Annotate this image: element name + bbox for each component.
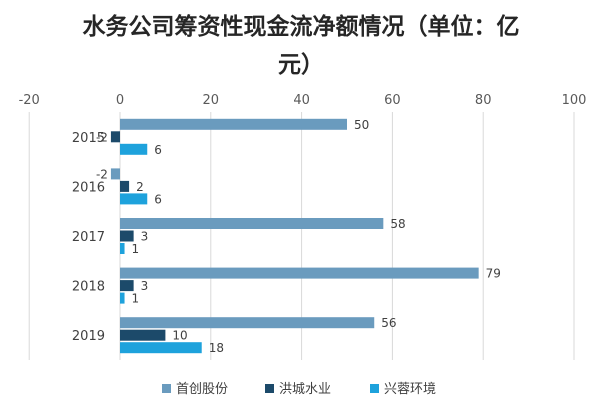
data-label: 1 <box>132 242 140 256</box>
chart-title: 水务公司筹资性现金流净额情况（单位：亿 元） <box>0 8 602 84</box>
y-axis-category-labels: 2015 2016 2017 2018 2019 <box>72 131 105 344</box>
legend: 首创股份 洪城水业 兴蓉环境 <box>162 382 436 397</box>
data-label: 6 <box>154 192 162 206</box>
bar <box>120 342 202 354</box>
legend-label: 首创股份 <box>176 382 228 397</box>
bar <box>120 317 375 329</box>
category-label: 2016 <box>72 180 105 195</box>
bar <box>120 218 384 229</box>
bar <box>120 267 479 279</box>
x-tick-label: 0 <box>116 93 124 108</box>
x-tick-label: 40 <box>293 93 310 108</box>
chart-title-line-1: 水务公司筹资性现金流净额情况（单位：亿 <box>82 14 520 40</box>
data-label: 3 <box>141 279 149 293</box>
category-label: 2015 <box>72 131 105 146</box>
bar <box>120 280 134 292</box>
bar <box>110 168 120 180</box>
legend-label: 兴蓉环境 <box>384 382 436 397</box>
bar <box>110 131 120 143</box>
data-label: 18 <box>209 341 224 355</box>
bar <box>120 292 125 304</box>
x-tick-label: 60 <box>384 93 401 108</box>
category-label: 2019 <box>72 329 105 344</box>
data-label: 3 <box>141 230 149 244</box>
bar <box>120 143 148 155</box>
bar <box>120 180 130 192</box>
data-label: 1 <box>132 292 140 306</box>
category-label: 2018 <box>72 280 105 295</box>
data-label: -2 <box>96 167 108 181</box>
chart-title-line-2: 元） <box>278 52 324 78</box>
category-label: 2017 <box>72 230 105 245</box>
bar <box>120 329 166 341</box>
data-label: 58 <box>390 217 405 231</box>
x-tick-label: 80 <box>475 93 492 108</box>
bar <box>120 193 148 205</box>
bar <box>120 118 347 130</box>
legend-swatch <box>370 384 379 393</box>
data-label: 56 <box>381 316 396 330</box>
data-label: 50 <box>354 118 369 132</box>
x-tick-label: 100 <box>562 93 587 108</box>
data-label: 79 <box>486 267 501 281</box>
data-label: 6 <box>154 143 162 157</box>
data-label: -2 <box>96 130 108 144</box>
x-tick-label: 20 <box>203 93 220 108</box>
bar <box>120 230 134 242</box>
bar <box>120 243 125 254</box>
x-tick-label: -20 <box>19 93 40 108</box>
data-label: 2 <box>136 180 144 194</box>
legend-swatch <box>162 384 171 393</box>
bars <box>110 118 479 354</box>
legend-label: 洪城水业 <box>279 382 331 397</box>
legend-swatch <box>265 384 274 393</box>
data-label: 10 <box>172 329 187 343</box>
x-axis-tick-labels: -20 0 20 40 60 80 100 <box>19 93 587 108</box>
